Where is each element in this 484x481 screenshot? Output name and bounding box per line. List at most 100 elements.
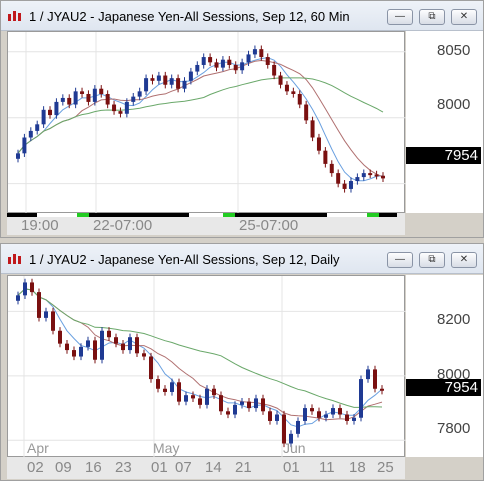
candle-body [254,398,258,409]
candle-body [16,153,20,159]
candle-body [246,54,251,63]
candle-body [73,91,78,105]
window-titlebar[interactable]: 1 / JYAU2 - Japanese Yen-All Sessions, S… [1,244,483,274]
minimize-button[interactable]: — [387,252,413,268]
candle-body [310,120,315,138]
candle-body [16,295,20,301]
y-tick-label: 7800 [437,420,471,437]
chart-window-60min[interactable]: 1 / JYAU2 - Japanese Yen-All Sessions, S… [0,0,484,238]
ma-mid-line [17,59,384,178]
close-button[interactable]: ✕ [451,9,477,25]
close-button[interactable]: ✕ [451,252,477,268]
candle-body [259,49,264,58]
candle-body [191,395,195,399]
candle-body [51,311,55,331]
candle-body [131,96,136,102]
candle-body [86,93,91,102]
candle-body [128,337,132,351]
candle-body [60,97,65,102]
candle-body [272,64,277,76]
candle-body [205,388,209,405]
candle-body [121,343,125,351]
candle-body [331,408,335,415]
y-tick-label: 8200 [437,311,471,328]
candle-body [149,356,153,380]
restore-button[interactable]: ⧉ [419,252,445,268]
month-label: May [153,440,180,456]
minimize-button[interactable]: — [387,9,413,25]
candle-body [366,369,370,380]
candle-body [336,173,341,184]
x-tick-label: 19:00 [21,217,59,234]
candle-body [35,124,40,131]
price-axis [406,31,483,213]
chart-app-icon [8,254,21,264]
candle-body [28,130,33,138]
candle-body [41,109,46,125]
candle-body [114,337,118,344]
candle-body [226,411,230,415]
candle-body [112,104,117,112]
candle-body [163,388,167,392]
candle-body [352,417,356,421]
candle-body [201,57,206,65]
candle-body [368,173,373,176]
restore-button[interactable]: ⧉ [419,9,445,25]
candle-body [240,62,245,71]
price-plot-area[interactable] [7,31,406,214]
candle-body [227,59,232,65]
candle-body [233,64,238,71]
candle-body [214,62,219,68]
x-tick-label: 07 [175,459,192,476]
candle-body [184,395,188,402]
last-price-badge: 7954 [406,379,481,396]
candle-body [345,414,349,421]
candle-body [381,175,385,179]
candle-body [37,292,41,318]
session-bar [7,213,397,217]
candle-body [282,414,286,444]
candle-body [188,71,193,81]
candle-body [380,388,384,391]
chart-app-icon [8,11,21,21]
x-tick-label: 18 [349,459,366,476]
candle-body [30,282,34,293]
x-tick-label: 25-07:00 [239,217,299,234]
candle-body [99,88,104,94]
candle-body [169,78,174,85]
candle-body [54,101,59,116]
candlestick-chart-daily [8,276,406,458]
x-tick-label: 01 [151,459,168,476]
x-tick-label: 01 [283,459,300,476]
time-axis: 19:00 22-07:00 25-07:00 [7,213,405,235]
candle-body [240,401,244,405]
candle-body [177,382,181,402]
candle-body [65,343,69,351]
candle-body [359,379,363,418]
candle-body [156,75,161,81]
y-tick-label: 8000 [437,366,471,383]
candlestick-chart-60min [8,32,406,214]
y-tick-label: 8050 [437,42,471,59]
window-titlebar[interactable]: 1 / JYAU2 - Japanese Yen-All Sessions, S… [1,1,483,31]
candle-body [284,84,289,92]
window-title: 1 / JYAU2 - Japanese Yen-All Sessions, S… [29,9,350,24]
candle-body [80,91,85,94]
candle-body [303,408,307,421]
candle-body [142,353,146,357]
window-title: 1 / JYAU2 - Japanese Yen-All Sessions, S… [29,252,340,267]
price-plot-area[interactable] [7,275,406,458]
candle-body [304,104,309,121]
price-axis [406,275,483,457]
candle-body [374,174,379,177]
candle-body [156,379,160,389]
x-tick-label: 14 [205,459,222,476]
y-tick-label: 8000 [437,96,471,113]
candle-body [291,91,296,94]
candle-body [338,408,342,415]
candle-body [233,404,237,415]
candle-body [316,137,321,151]
x-tick-label: 22-07:00 [93,217,153,234]
last-price-badge: 7954 [406,147,481,164]
chart-window-daily[interactable]: 1 / JYAU2 - Japanese Yen-All Sessions, S… [0,243,484,481]
